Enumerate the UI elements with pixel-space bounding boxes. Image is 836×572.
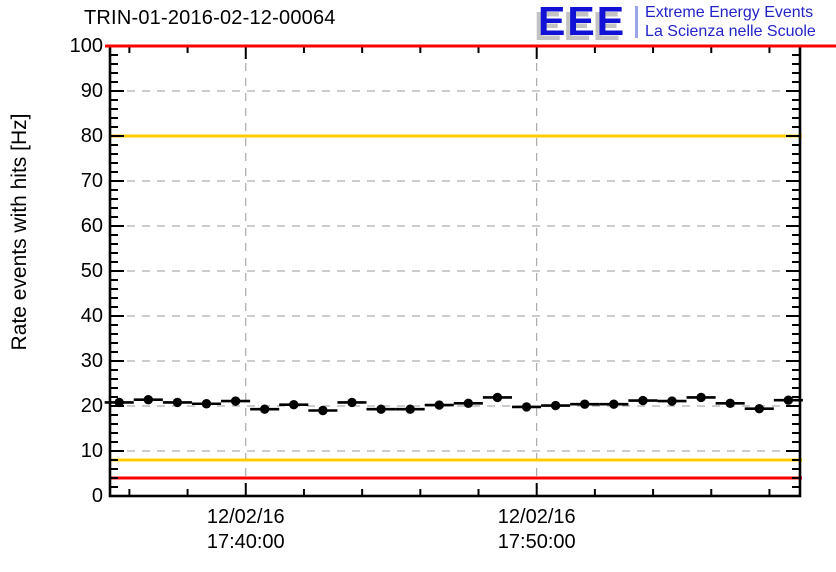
data-point [550, 400, 561, 411]
x-tick-time: 17:50:00 [497, 531, 576, 553]
y-tick-label-10: 10 [80, 440, 103, 462]
data-point [347, 397, 357, 408]
data-point [754, 404, 764, 414]
data-point [725, 398, 735, 408]
eee-logo: EEE Extreme Energy Events La Scienza nel… [538, 0, 816, 44]
y-tick-label-0: 0 [91, 485, 103, 507]
data-point [230, 396, 241, 406]
data-point [172, 397, 183, 408]
chart-title: TRIN-01-2016-02-12-00064 [84, 7, 336, 29]
data-point [259, 404, 270, 414]
data-point [114, 397, 124, 408]
data-point [521, 402, 532, 412]
data-point [434, 400, 444, 410]
y-tick-label-40: 40 [80, 305, 103, 327]
data-point [492, 392, 503, 403]
data-point [667, 396, 677, 406]
data-point [376, 404, 386, 414]
eee-logo-divider [635, 6, 639, 38]
data-point [289, 399, 299, 410]
y-tick-label-50: 50 [80, 260, 103, 282]
x-tick-date: 12/02/16 [497, 506, 576, 528]
data-point [696, 392, 706, 403]
data-point [609, 399, 619, 409]
eee-logo-text: Extreme Energy Events La Scienza nelle S… [645, 0, 816, 41]
plot-frame [108, 44, 802, 498]
data-point [318, 405, 328, 416]
y-tick-label-100: 100 [69, 35, 103, 57]
y-tick-label-80: 80 [80, 125, 103, 147]
data-point [463, 398, 474, 408]
data-point [405, 404, 415, 414]
eee-logo-line1: Extreme Energy Events [645, 4, 814, 21]
y-tick-label-60: 60 [80, 215, 103, 237]
data-point [580, 399, 590, 409]
eee-logo-line2: La Scienza nelle Scuole [645, 23, 816, 40]
data-point [783, 395, 794, 405]
y-tick-label-20: 20 [80, 395, 103, 417]
data-point [143, 395, 154, 405]
y-tick-label-70: 70 [80, 170, 103, 192]
x-tick-label-1: 12/02/16 17:50:00 [457, 505, 617, 555]
data-point [201, 399, 212, 409]
eee-logo-acronym: EEE [538, 0, 627, 44]
y-tick-label-30: 30 [80, 350, 103, 372]
y-tick-label-90: 90 [80, 80, 103, 102]
x-tick-label-0: 12/02/16 17:40:00 [166, 505, 326, 555]
x-tick-time: 17:40:00 [206, 531, 285, 553]
data-point [638, 395, 648, 406]
y-axis-title: Rate events with hits [Hz] [8, 113, 31, 351]
x-tick-date: 12/02/16 [206, 506, 285, 528]
